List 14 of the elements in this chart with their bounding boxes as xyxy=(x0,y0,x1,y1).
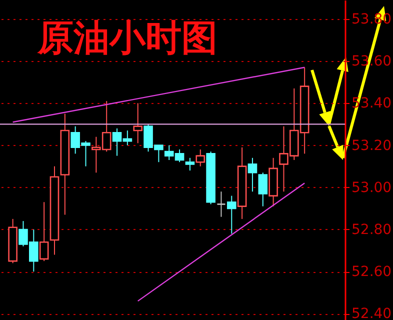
y-tick-label: 52.60 xyxy=(352,264,392,280)
candlestick xyxy=(216,191,226,218)
candlestick xyxy=(196,148,206,167)
candlestick xyxy=(226,195,236,234)
candlestick xyxy=(133,102,143,144)
candlestick xyxy=(185,157,195,172)
candlestick xyxy=(258,172,268,207)
y-tick-label: 52.80 xyxy=(352,222,392,238)
y-tick-label: 53.20 xyxy=(352,138,392,154)
y-tick-label: 53.00 xyxy=(352,180,392,196)
candlestick xyxy=(248,157,258,192)
text: 原油小时图 xyxy=(36,17,218,59)
candlestick xyxy=(39,202,49,262)
y-tick-label: 52.40 xyxy=(352,306,392,320)
